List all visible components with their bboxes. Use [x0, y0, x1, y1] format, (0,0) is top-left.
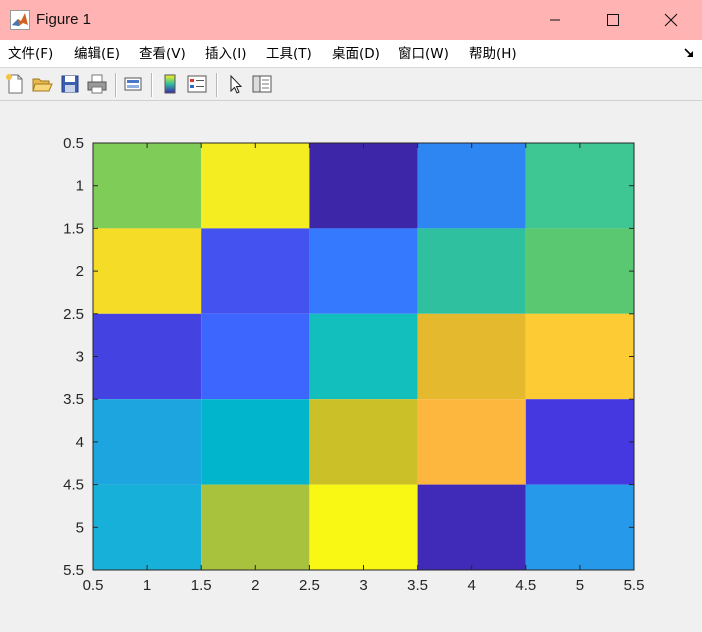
- menu-edit[interactable]: 编辑(E): [74, 46, 121, 62]
- heatmap-cell: [309, 484, 418, 570]
- new-figure-icon[interactable]: [4, 73, 26, 95]
- heatmap-cell: [309, 228, 418, 314]
- heatmap-cell: [93, 399, 202, 485]
- x-tick-label: 3: [359, 577, 367, 594]
- heatmap-cell: [417, 313, 526, 400]
- heatmap-cell: [525, 484, 634, 570]
- x-tick-label: 0.5: [83, 577, 104, 594]
- save-icon[interactable]: [59, 73, 81, 95]
- x-tick-label: 2.5: [299, 577, 320, 594]
- heatmap-cell: [525, 399, 634, 485]
- heatmap-cell: [417, 399, 526, 485]
- menu-file[interactable]: 文件(F): [8, 46, 54, 62]
- heatmap-cell: [93, 228, 202, 314]
- window-title: Figure 1: [36, 11, 92, 28]
- heatmap-cell: [525, 143, 634, 229]
- heatmap-cell: [309, 143, 418, 229]
- menu-desktop[interactable]: 桌面(D): [332, 46, 380, 62]
- close-button[interactable]: [644, 0, 698, 40]
- x-tick-label: 3.5: [407, 577, 428, 594]
- heatmap-cell: [525, 313, 634, 400]
- menu-tools[interactable]: 工具(T): [266, 46, 312, 62]
- figure-canvas[interactable]: 0.5 1 1.5 2 2.5 3 3.5 4 4.5 5 5.5 0.5 1 1.5 2 2.5 3 3.5 4 4…: [0, 102, 702, 628]
- minimize-button[interactable]: [528, 0, 582, 40]
- edit-plot-icon[interactable]: [224, 73, 246, 95]
- property-inspector-icon[interactable]: [251, 73, 273, 95]
- y-tick-label: 4: [76, 434, 84, 451]
- x-tick-label: 5: [576, 577, 584, 594]
- heatmap-axes[interactable]: 0.5 1 1.5 2 2.5 3 3.5 4 4.5 5 5.50.511.522.533.544…: [0, 102, 702, 628]
- x-tick-label: 2: [251, 577, 259, 594]
- x-tick-label: 5.5: [624, 577, 645, 594]
- y-tick-label: 1: [76, 178, 84, 195]
- maximize-icon: [607, 14, 619, 26]
- menu-window[interactable]: 窗口(W): [398, 46, 449, 62]
- y-tick-label: 5: [76, 519, 84, 536]
- heatmap-cell: [309, 399, 418, 485]
- x-tick-label: 4.5: [515, 577, 536, 594]
- dock-arrow-icon[interactable]: [684, 48, 694, 58]
- matlab-icon: [10, 10, 30, 30]
- x-tick-label: 1.5: [191, 577, 212, 594]
- menu-view[interactable]: 查看(V): [139, 46, 186, 62]
- colorbar-icon[interactable]: [159, 73, 181, 95]
- legend-icon[interactable]: [186, 73, 208, 95]
- heatmap-cell: [309, 313, 418, 400]
- heatmap-cell: [201, 484, 310, 570]
- toolbar-separator: [115, 73, 117, 97]
- heatmap-cell: [201, 313, 310, 400]
- y-tick-label: 3.5: [63, 391, 84, 408]
- toolbar: [0, 69, 702, 101]
- minimize-icon: [550, 19, 560, 21]
- heatmap-cell: [93, 313, 202, 400]
- y-tick-label: 0.5: [63, 135, 84, 152]
- heatmap-cell: [417, 228, 526, 314]
- toolbar-separator: [216, 73, 218, 97]
- heatmap-cell: [93, 143, 202, 229]
- heatmap-cell: [201, 228, 310, 314]
- y-tick-label: 4.5: [63, 477, 84, 494]
- open-file-icon[interactable]: [31, 73, 53, 95]
- heatmap-cell: [201, 143, 310, 229]
- heatmap-cell: [93, 484, 202, 570]
- x-tick-label: 1: [143, 577, 151, 594]
- y-tick-label: 2.5: [63, 306, 84, 323]
- maximize-button[interactable]: [586, 0, 640, 40]
- menu-bar: 文件(F) 编辑(E) 查看(V) 插入(I) 工具(T) 桌面(D) 窗口(W…: [0, 40, 702, 68]
- menu-insert[interactable]: 插入(I): [205, 46, 247, 62]
- y-tick-label: 3: [76, 349, 84, 366]
- heatmap-cell: [201, 399, 310, 485]
- toolbar-separator: [151, 73, 153, 97]
- heatmap-cell: [417, 484, 526, 570]
- heatmap-cell: [525, 228, 634, 314]
- y-tick-label: 5.5: [63, 562, 84, 579]
- heatmap-cell: [417, 143, 526, 229]
- print-icon[interactable]: [86, 73, 108, 95]
- x-tick-label: 4: [468, 577, 476, 594]
- close-icon: [664, 13, 678, 27]
- y-tick-label: 2: [76, 263, 84, 280]
- menu-help[interactable]: 帮助(H): [469, 46, 517, 62]
- title-bar[interactable]: Figure 1: [0, 0, 702, 40]
- y-tick-label: 1.5: [63, 220, 84, 237]
- link-plot-icon[interactable]: [122, 73, 144, 95]
